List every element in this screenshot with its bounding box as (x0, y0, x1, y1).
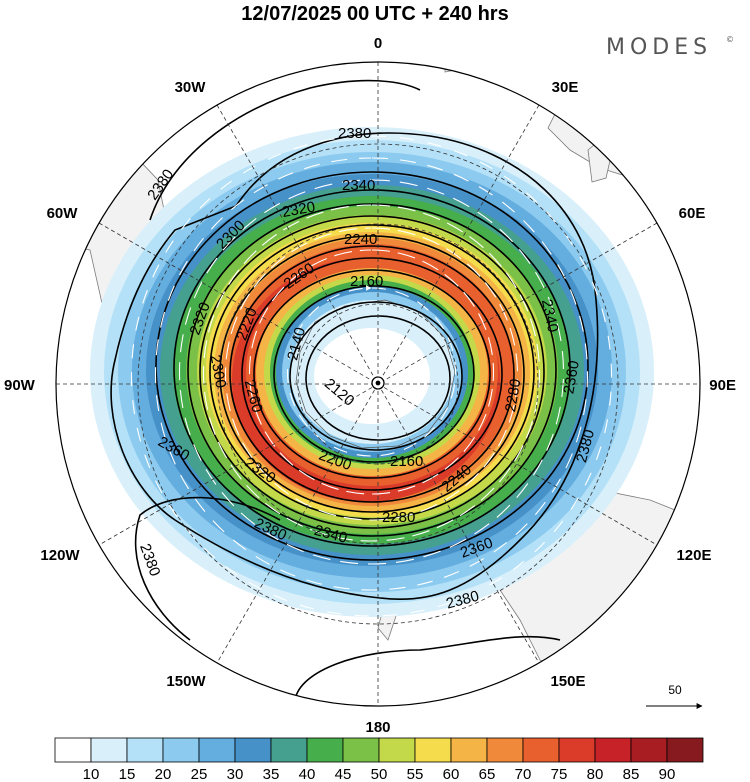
lon-label-60e: 60E (679, 205, 706, 222)
reference-vector-label: 50 (668, 683, 682, 697)
contour-2240 (229, 245, 515, 503)
contour-2360 (155, 171, 589, 561)
wind-core-calm (314, 328, 430, 424)
colorbar-tick-label: 80 (587, 766, 604, 782)
contour-2340 (173, 189, 571, 547)
colorbar-tick-label: 15 (119, 766, 136, 782)
colorbar-swatch (90, 737, 128, 763)
latitude-circle-mid (217, 223, 539, 545)
colorbar: 10 15 20 25 30 35 40 45 50 55 60 65 70 75 80 85 90 (54, 737, 704, 782)
colorbar-tick-label: 65 (479, 766, 496, 782)
map-border (55, 61, 701, 707)
colorbar-swatch (306, 737, 344, 763)
lon-label-150e: 150E (550, 673, 585, 690)
wind-vector-ring-1 (286, 285, 457, 457)
colorbar-swatch (630, 737, 668, 763)
contour-label: 2340 (342, 177, 375, 194)
colorbar-swatch (414, 737, 452, 763)
contour-2380-southwest (134, 496, 281, 641)
contour-2200 (253, 269, 491, 479)
brand-copyright-mark: © (726, 35, 734, 44)
lon-label-30e: 30E (552, 79, 579, 96)
lon-label-0: 0 (374, 35, 382, 52)
colorbar-tick-label: 40 (299, 766, 316, 782)
colorbar-swatch (666, 737, 704, 763)
contour-2380-south (294, 635, 561, 701)
wind-speed-fields (90, 127, 654, 617)
colorbar-tick-label: 25 (191, 766, 208, 782)
colorbar-tick-label: 70 (515, 766, 532, 782)
colorbar-swatch (126, 737, 164, 763)
contour-label: 2340 (538, 298, 562, 334)
contour-label: 2300 (207, 354, 230, 390)
lon-label-60w: 60W (47, 205, 79, 222)
brand-logo: MODES (606, 35, 712, 60)
colorbar-tick-label: 75 (551, 766, 568, 782)
contour-2220 (241, 257, 503, 491)
contour-label: 2360 (560, 359, 583, 395)
colorbar-swatch (54, 737, 92, 763)
colorbar-tick-label: 30 (227, 766, 244, 782)
colorbar-tick-label: 35 (263, 766, 280, 782)
wind-vectors (130, 135, 613, 617)
colorbar-tick-label: 10 (83, 766, 100, 782)
colorbar-swatch (450, 737, 488, 763)
wind-vector-ring-6 (154, 157, 589, 591)
colorbar-swatch (378, 737, 416, 763)
contour-label: 2240 (344, 231, 377, 248)
lon-label-120e: 120E (676, 547, 711, 564)
contour-2380-northwest (149, 79, 421, 221)
contour-label: 2160 (390, 453, 423, 470)
lon-label-90w: 90W (4, 377, 36, 394)
colorbar-swatch (594, 737, 632, 763)
wind-vector-ring-3 (224, 227, 519, 521)
lon-label-120w: 120W (40, 547, 80, 564)
contour-label: 2320 (281, 198, 317, 221)
south-pole-dot (375, 380, 381, 386)
colorbar-swatch (234, 737, 272, 763)
colorbar-tick-label: 20 (155, 766, 172, 782)
lon-label-150w: 150W (166, 673, 206, 690)
wind-vector-ring-5 (178, 179, 565, 565)
contour-label: 2160 (350, 273, 383, 290)
contour-label: 2280 (502, 378, 525, 414)
contour-2280 (209, 224, 535, 520)
colorbar-tick-label: 90 (659, 766, 676, 782)
contour-label: 2280 (382, 509, 415, 526)
map-title: 12/07/2025 00 UTC + 240 hrs (241, 3, 508, 25)
colorbar-tick-label: 45 (335, 766, 352, 782)
colorbar-swatch (342, 737, 380, 763)
lon-label-180: 180 (365, 719, 390, 736)
height-contours (110, 79, 599, 701)
reference-vector: 50 (646, 683, 703, 709)
longitude-labels: 0 30E 60E 90E 120E 150E 180 150W 120W 90… (4, 35, 736, 736)
contour-2160 (273, 285, 475, 463)
colorbar-swatch (486, 737, 524, 763)
colorbar-swatch (270, 737, 308, 763)
contour-2300 (199, 215, 545, 529)
colorbar-tick-label: 85 (623, 766, 640, 782)
colorbar-swatch (198, 737, 236, 763)
contour-2140 (289, 301, 463, 451)
contour-2380-main (110, 132, 599, 601)
colorbar-swatch (522, 737, 560, 763)
wind-vector-ring-2 (248, 249, 495, 495)
map-disc (56, 62, 700, 706)
wind-vector-ring-4 (203, 204, 540, 542)
lon-label-90e: 90E (709, 377, 736, 394)
contour-2320 (187, 203, 557, 537)
colorbar-tick-label: 50 (371, 766, 388, 782)
colorbar-swatch (558, 737, 596, 763)
colorbar-swatch (162, 737, 200, 763)
colorbar-tick-label: 55 (407, 766, 424, 782)
contour-label: 2380 (338, 125, 371, 142)
colorbar-tick-label: 60 (443, 766, 460, 782)
wind-vector-ring-7 (130, 135, 613, 617)
lon-label-30w: 30W (175, 79, 207, 96)
contour-2260 (219, 235, 525, 513)
